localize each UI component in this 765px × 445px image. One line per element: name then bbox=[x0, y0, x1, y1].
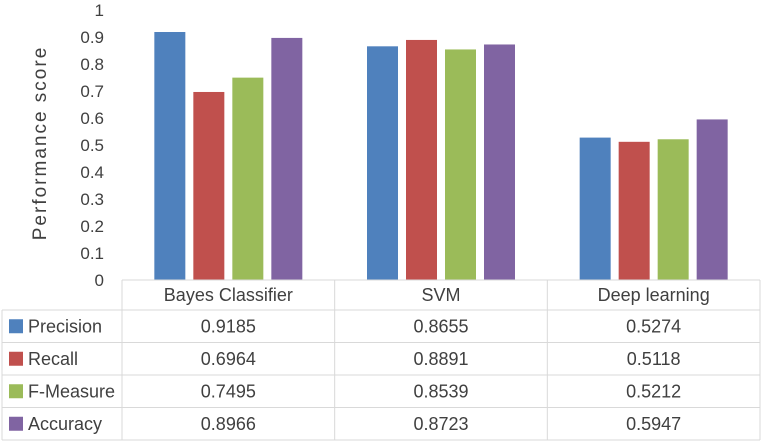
bar-recall bbox=[193, 91, 225, 280]
y-tick-label: 0.1 bbox=[80, 244, 104, 263]
bar-f-measure bbox=[657, 139, 689, 280]
y-axis-ticks: 0 0.1 0.2 0.3 0.4 0.5 0.6 0.7 0.8 0.9 1 bbox=[80, 1, 104, 290]
data-value: 0.8891 bbox=[413, 349, 468, 369]
data-table: Bayes Classifier SVM Deep learning Precisio… bbox=[1, 279, 761, 441]
y-tick-label: 1 bbox=[95, 1, 104, 20]
bar-precision bbox=[367, 46, 398, 280]
data-value: 0.7495 bbox=[201, 381, 256, 401]
y-tick-label: 0.7 bbox=[80, 82, 104, 101]
y-tick-label: 0.9 bbox=[80, 28, 104, 47]
bar-f-measure bbox=[232, 77, 264, 280]
legend-swatch bbox=[9, 384, 23, 399]
bar-precision bbox=[154, 32, 186, 280]
category-label: Bayes Classifier bbox=[164, 285, 293, 305]
series-name: Precision bbox=[28, 316, 102, 336]
legend-swatch bbox=[9, 319, 23, 334]
y-tick-label: 0.8 bbox=[80, 55, 104, 74]
data-value: 0.8723 bbox=[413, 414, 468, 434]
bar-recall bbox=[618, 141, 650, 280]
series-name: Accuracy bbox=[28, 414, 102, 434]
legend-swatch bbox=[9, 351, 23, 366]
bar-accuracy bbox=[696, 119, 728, 280]
y-axis-title: Performance score bbox=[30, 46, 51, 241]
y-tick-label: 0.5 bbox=[80, 136, 104, 155]
data-value: 0.8539 bbox=[413, 381, 468, 401]
bar-precision bbox=[579, 137, 611, 280]
data-value: 0.8655 bbox=[413, 316, 468, 336]
data-value: 0.5947 bbox=[626, 414, 681, 434]
category-label: Deep learning bbox=[598, 285, 710, 305]
series-name: F-Measure bbox=[28, 381, 115, 401]
bar-accuracy bbox=[484, 44, 515, 280]
bar-accuracy bbox=[271, 37, 303, 280]
data-value: 0.8966 bbox=[201, 414, 256, 434]
data-value: 0.5118 bbox=[627, 349, 681, 369]
data-value: 0.6964 bbox=[201, 349, 256, 369]
y-tick-label: 0.3 bbox=[80, 190, 104, 209]
y-tick-label: 0 bbox=[95, 271, 104, 290]
bar-recall bbox=[406, 39, 437, 281]
bars bbox=[154, 32, 728, 281]
legend-swatch bbox=[9, 416, 23, 431]
bar-f-measure bbox=[445, 49, 476, 281]
data-value: 0.5274 bbox=[626, 316, 681, 336]
data-value: 0.5212 bbox=[626, 381, 681, 401]
y-tick-label: 0.6 bbox=[80, 109, 104, 128]
y-tick-label: 0.2 bbox=[80, 217, 104, 236]
y-tick-label: 0.4 bbox=[80, 163, 104, 182]
series-name: Recall bbox=[28, 349, 78, 369]
data-value: 0.9185 bbox=[201, 316, 256, 336]
category-label: SVM bbox=[421, 285, 460, 305]
